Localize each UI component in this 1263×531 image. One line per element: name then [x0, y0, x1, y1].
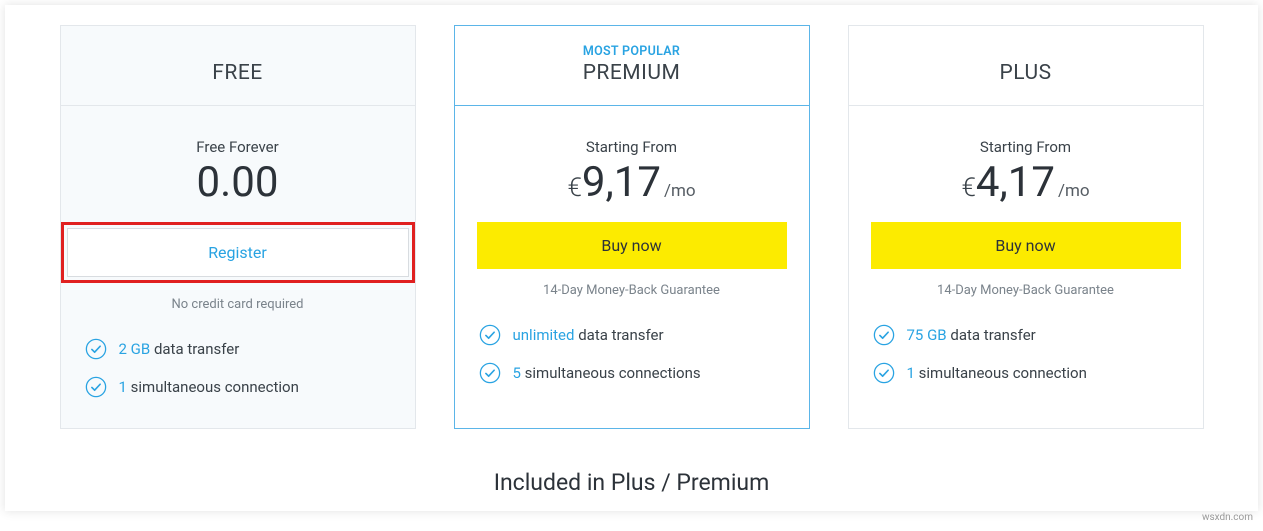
feature-text: 2 GB data transfer: [119, 340, 240, 358]
features-plus: 75 GB data transfer 1 simultaneous conne…: [849, 316, 1203, 414]
sub-note-premium: 14-Day Money-Back Guarantee: [455, 283, 809, 298]
plan-card-free: FREE Free Forever 0.00 Register No credi…: [60, 25, 416, 429]
price-period-premium: /mo: [664, 181, 696, 201]
price-label-free: Free Forever: [81, 138, 395, 156]
price-value-premium: 9,17: [582, 162, 661, 204]
features-premium: unlimited data transfer 5 simultaneous c…: [455, 316, 809, 414]
buy-now-button-premium[interactable]: Buy now: [477, 222, 787, 269]
plan-card-premium: MOST POPULAR PREMIUM Starting From € 9,1…: [454, 25, 810, 429]
price-section-premium: Starting From € 9,17 /mo: [455, 106, 809, 222]
feature-connections: 1 simultaneous connection: [85, 368, 391, 406]
price-section-plus: Starting From € 4,17 /mo: [849, 106, 1203, 222]
buy-now-button-plus[interactable]: Buy now: [871, 222, 1181, 269]
feature-rest: data transfer: [947, 326, 1036, 344]
feature-text: 75 GB data transfer: [907, 326, 1036, 344]
price-currency-premium: €: [567, 173, 581, 203]
feature-highlight: 75 GB: [907, 326, 947, 344]
feature-highlight: 5: [513, 364, 521, 382]
feature-rest: simultaneous connection: [915, 364, 1087, 382]
feature-data-transfer: 75 GB data transfer: [873, 316, 1179, 354]
feature-rest: data transfer: [150, 340, 239, 358]
price-label-plus: Starting From: [869, 138, 1183, 156]
check-icon: [85, 376, 107, 398]
feature-highlight: 2 GB: [119, 340, 151, 358]
cta-highlight-free: Register: [61, 222, 415, 283]
price-period-plus: /mo: [1058, 181, 1090, 201]
feature-rest: simultaneous connections: [521, 364, 701, 382]
features-free: 2 GB data transfer 1 simultaneous connec…: [61, 330, 415, 428]
price-value-plus: 4,17: [976, 162, 1055, 204]
cta-wrap-plus: Buy now: [849, 222, 1203, 269]
included-heading: Included in Plus / Premium: [45, 469, 1218, 496]
price-label-premium: Starting From: [475, 138, 789, 156]
price-row-free: 0.00: [81, 162, 395, 204]
plan-name-premium: PREMIUM: [465, 61, 799, 85]
attribution-watermark: wsxdn.com: [1202, 512, 1253, 523]
feature-highlight: 1: [119, 378, 127, 396]
feature-text: 1 simultaneous connection: [119, 378, 299, 396]
feature-text: 1 simultaneous connection: [907, 364, 1087, 382]
feature-data-transfer: 2 GB data transfer: [85, 330, 391, 368]
feature-rest: simultaneous connection: [127, 378, 299, 396]
sub-note-plus: 14-Day Money-Back Guarantee: [849, 283, 1203, 298]
plan-badge-premium: MOST POPULAR: [465, 44, 799, 59]
feature-rest: data transfer: [574, 326, 663, 344]
feature-text: unlimited data transfer: [513, 326, 664, 344]
plan-header-premium: MOST POPULAR PREMIUM: [455, 26, 809, 106]
register-button[interactable]: Register: [67, 228, 409, 277]
price-row-plus: € 4,17 /mo: [869, 162, 1183, 204]
price-row-premium: € 9,17 /mo: [475, 162, 789, 204]
cta-wrap-premium: Buy now: [455, 222, 809, 269]
feature-connections: 5 simultaneous connections: [479, 354, 785, 392]
check-icon: [479, 362, 501, 384]
plan-header-plus: PLUS: [849, 26, 1203, 106]
feature-highlight: unlimited: [513, 326, 575, 344]
check-icon: [873, 362, 895, 384]
check-icon: [85, 338, 107, 360]
plan-card-plus: PLUS Starting From € 4,17 /mo Buy now 14…: [848, 25, 1204, 429]
plan-header-free: FREE: [61, 26, 415, 106]
plan-name-plus: PLUS: [859, 61, 1193, 85]
price-value-free: 0.00: [197, 162, 279, 204]
price-section-free: Free Forever 0.00: [61, 106, 415, 222]
check-icon: [873, 324, 895, 346]
plan-name-free: FREE: [71, 61, 405, 85]
pricing-panel: FREE Free Forever 0.00 Register No credi…: [5, 5, 1258, 511]
check-icon: [479, 324, 501, 346]
feature-highlight: 1: [907, 364, 915, 382]
feature-connections: 1 simultaneous connection: [873, 354, 1179, 392]
sub-note-free: No credit card required: [61, 297, 415, 312]
pricing-row: FREE Free Forever 0.00 Register No credi…: [45, 25, 1218, 429]
feature-data-transfer: unlimited data transfer: [479, 316, 785, 354]
price-currency-plus: €: [961, 173, 975, 203]
feature-text: 5 simultaneous connections: [513, 364, 701, 382]
